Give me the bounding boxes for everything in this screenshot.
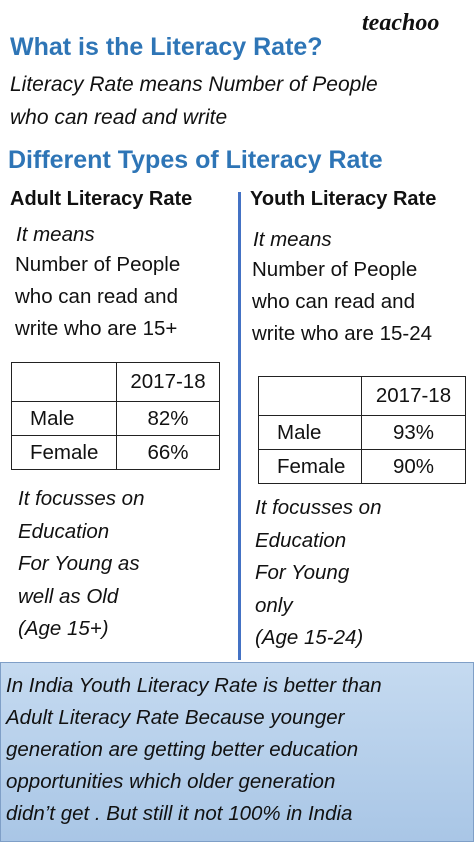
table-row: Male 93% xyxy=(258,415,466,450)
meaning-line: who can read and xyxy=(252,290,415,313)
value-cell: 90% xyxy=(361,449,466,484)
focus-line: For Young as xyxy=(18,552,140,575)
focus-line: (Age 15-24) xyxy=(255,626,364,649)
header-cell: 2017-18 xyxy=(361,376,466,416)
value-cell: 93% xyxy=(361,415,466,450)
header-cell: 2017-18 xyxy=(116,362,220,402)
brand: teachoo xyxy=(362,10,440,36)
data-table: 2017-18 Male 82% Female 66% xyxy=(11,362,220,470)
footer-box xyxy=(0,662,474,842)
empty-cell xyxy=(11,362,117,402)
focus-line: It focusses on xyxy=(255,496,382,519)
meaning-line: write who are 15+ xyxy=(15,317,178,340)
definition-line: Literacy Rate means Number of People xyxy=(10,73,378,96)
table-header-row: 2017-18 xyxy=(11,362,220,402)
definition-line: who can read and write xyxy=(10,106,228,129)
footer-line: In India Youth Literacy Rate is better t… xyxy=(6,674,382,697)
column-heading: Youth Literacy Rate xyxy=(250,188,437,210)
label-cell: Male xyxy=(258,415,362,450)
label-cell: Male xyxy=(11,401,117,436)
table-row: Male 82% xyxy=(11,401,220,436)
table-row: Female 90% xyxy=(258,449,466,484)
value-cell: 82% xyxy=(116,401,220,436)
value-cell: 66% xyxy=(116,435,220,470)
table-row: Female 66% xyxy=(11,435,220,470)
intro: It means xyxy=(16,223,95,246)
meaning-line: Number of People xyxy=(15,253,181,276)
focus-line: It focusses on xyxy=(18,487,145,510)
title: What is the Literacy Rate? xyxy=(10,33,323,61)
subtitle: Different Types of Literacy Rate xyxy=(8,146,383,174)
focus-line: only xyxy=(255,593,293,617)
meaning-line: who can read and xyxy=(15,285,178,308)
focus-line: (Age 15+) xyxy=(18,617,109,640)
focus-line: Education xyxy=(255,528,347,552)
label-cell: Female xyxy=(11,435,117,470)
empty-cell xyxy=(258,376,362,416)
focus-line: well as Old xyxy=(18,584,119,608)
meaning-line: write who are 15-24 xyxy=(252,322,433,345)
focus-line: Education xyxy=(18,519,110,543)
footer-line: opportunities which older generation xyxy=(6,770,336,793)
table-header-row: 2017-18 xyxy=(258,376,466,416)
footer-line: didn’t get . But still it not 100% in In… xyxy=(6,802,353,825)
footer-line: Adult Literacy Rate Because younger xyxy=(6,706,345,729)
focus-line: For Young xyxy=(255,561,350,584)
meaning-line: Number of People xyxy=(252,258,418,281)
divider xyxy=(238,192,241,660)
data-table: 2017-18 Male 93% Female 90% xyxy=(258,376,466,484)
intro: It means xyxy=(253,228,332,251)
label-cell: Female xyxy=(258,449,362,484)
column-heading: Adult Literacy Rate xyxy=(10,188,193,210)
footer-line: generation are getting better education xyxy=(6,738,359,761)
